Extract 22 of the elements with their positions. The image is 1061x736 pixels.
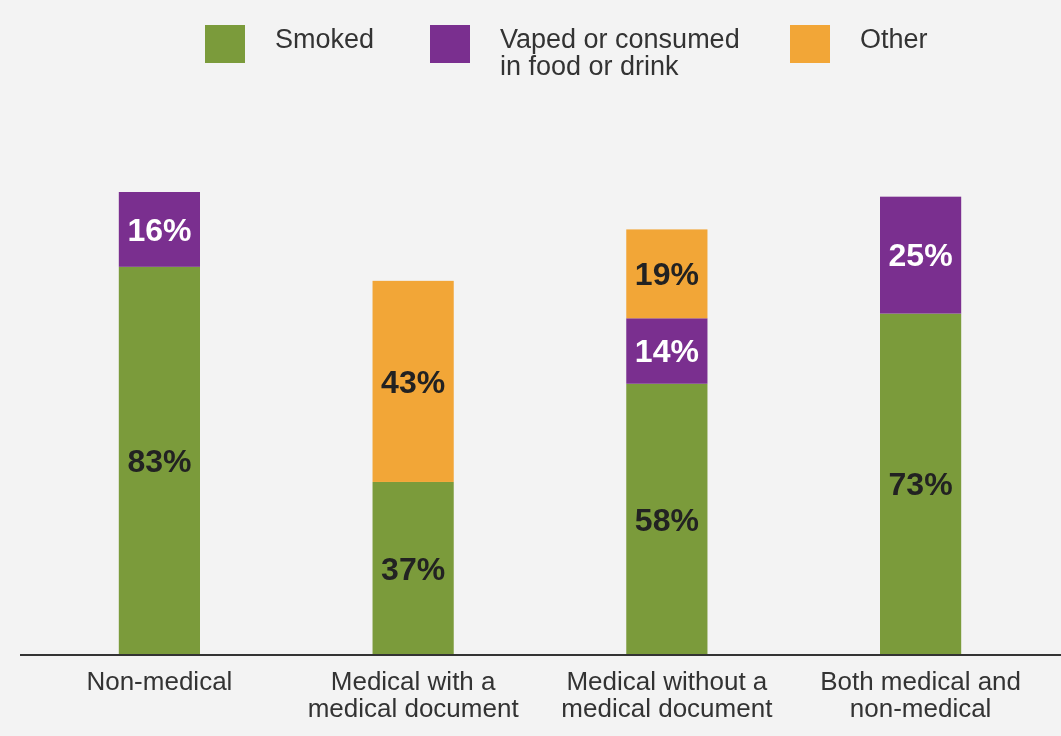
x-tick-label: Both medical and non-medical [820, 666, 1022, 724]
data-label: 25% [888, 237, 953, 274]
bar [118, 266, 200, 655]
data-label: 16% [127, 211, 192, 248]
bar [372, 280, 454, 482]
legend-label: Other [860, 24, 928, 55]
bar [880, 313, 962, 655]
x-tick-label: Non-medical [86, 666, 233, 696]
bar [880, 196, 962, 314]
bar [372, 481, 454, 655]
legend-label: Vaped or consumed in food or drink [500, 24, 740, 82]
data-label: 19% [634, 256, 699, 293]
x-tick-label: Medical without a medical document [561, 666, 774, 724]
bar [626, 383, 708, 655]
x-tick-label: Medical with a medical document [307, 666, 520, 724]
data-label: 83% [127, 443, 192, 480]
data-label: 58% [634, 501, 699, 538]
legend-label: Smoked [275, 24, 375, 55]
data-label: 37% [381, 550, 446, 587]
data-label: 14% [634, 333, 699, 370]
data-label: 43% [381, 363, 446, 400]
data-label: 73% [888, 466, 953, 503]
